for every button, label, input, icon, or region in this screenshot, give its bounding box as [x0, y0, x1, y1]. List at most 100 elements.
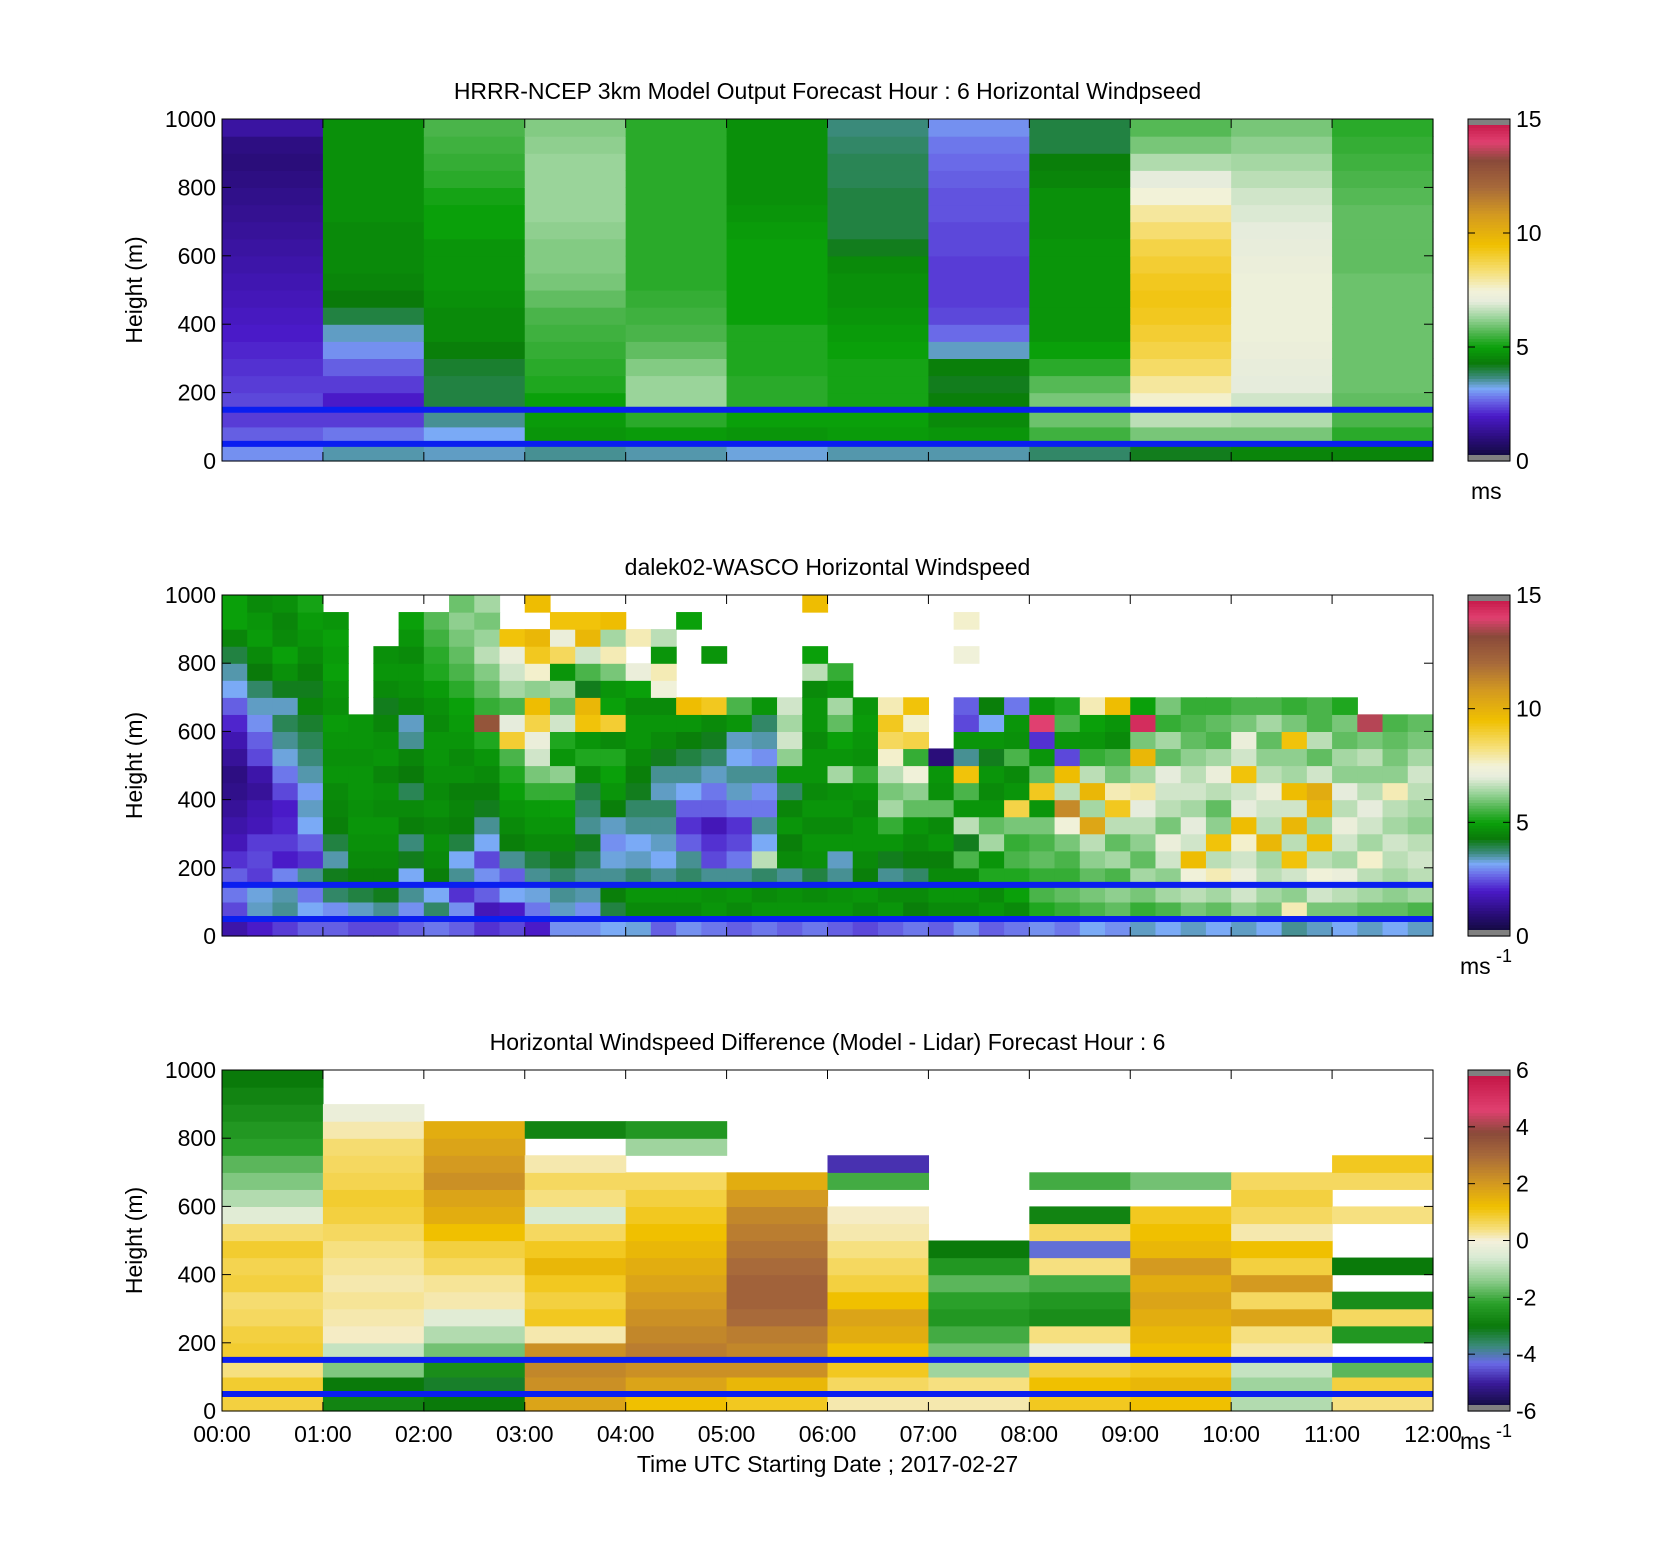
colorbar-tick-label: -4 [1516, 1341, 1537, 1367]
heatmap-cell [827, 1223, 930, 1242]
heatmap-cell [751, 765, 778, 784]
heatmap-cell [928, 782, 955, 801]
colorbar-step [1468, 785, 1510, 789]
colorbar-step [1468, 751, 1510, 755]
heatmap-cell [1306, 782, 1333, 801]
heatmap-cell [1130, 204, 1232, 223]
heatmap-cell [1357, 901, 1384, 920]
heatmap-cell [650, 901, 677, 920]
heatmap-cell [1231, 816, 1257, 835]
heatmap-cell [423, 272, 526, 291]
heatmap-cell [423, 680, 450, 698]
heatmap-cell [1130, 375, 1232, 394]
colorbar-step [1468, 164, 1510, 169]
heatmap-cell [852, 765, 879, 784]
heatmap-cell [978, 765, 1005, 784]
heatmap-cell [726, 782, 753, 801]
heatmap-cell [373, 663, 400, 681]
heatmap-cell [322, 187, 425, 206]
heatmap-cell [524, 850, 551, 869]
colorbar-step [1468, 856, 1510, 860]
heatmap-cell [928, 1325, 1030, 1344]
heatmap-cell [1407, 816, 1434, 835]
heatmap-cell [1130, 918, 1157, 937]
heatmap-cell [423, 392, 526, 411]
heatmap-cell [322, 221, 425, 240]
heatmap-cell [499, 918, 526, 937]
heatmap-cell [1332, 833, 1358, 852]
heatmap-cell [1054, 816, 1081, 835]
heatmap-cell [1130, 697, 1157, 715]
heatmap-cell [827, 1206, 930, 1225]
colorbar-step [1468, 1146, 1510, 1151]
colorbar-step [1468, 882, 1510, 886]
colorbar-step [1468, 1214, 1510, 1219]
colorbar-step [1468, 762, 1510, 767]
heatmap-cell [398, 714, 425, 732]
heatmap-cell [726, 290, 829, 308]
heatmap-cell [222, 307, 324, 325]
heatmap-cell [499, 816, 526, 835]
heatmap-cell [423, 1155, 526, 1173]
colorbar-step [1468, 617, 1510, 622]
colorbar-step [1468, 896, 1510, 900]
heatmap-cell [726, 1359, 829, 1378]
heatmap-cell [852, 918, 879, 937]
colorbar-step [1468, 332, 1510, 337]
heatmap-cell [549, 680, 576, 698]
heatmap-cell [928, 850, 955, 869]
y-tick-label: 1000 [165, 1057, 216, 1083]
heatmap-cell [625, 341, 728, 359]
heatmap-cell [322, 136, 425, 154]
heatmap-cell [373, 799, 400, 818]
colorbar-tick-label: 15 [1516, 582, 1542, 608]
colorbar-step [1468, 364, 1510, 368]
colorbar-step [1468, 1385, 1510, 1389]
heatmap-cell [499, 901, 526, 920]
colorbar-step [1468, 1203, 1510, 1207]
heatmap-cell [1231, 884, 1257, 903]
heatmap-cell [701, 816, 728, 835]
colorbar-step [1468, 1089, 1510, 1094]
heatmap-cell [423, 170, 526, 188]
heatmap-cell [373, 731, 400, 750]
heatmap-cell [1281, 765, 1308, 784]
colorbar-step [1468, 1223, 1510, 1227]
heatmap-cell [222, 1155, 324, 1173]
colorbar-step [1468, 1280, 1510, 1284]
heatmap-cell [222, 850, 248, 869]
colorbar-step [1468, 1166, 1510, 1171]
colorbar-step [1468, 1084, 1510, 1088]
heatmap-cell [247, 833, 274, 852]
heatmap-cell [625, 884, 652, 903]
colorbar-step [1468, 1163, 1510, 1168]
heatmap-cell [1155, 697, 1182, 715]
heatmap-cell [1004, 884, 1030, 903]
colorbar-step [1468, 1118, 1510, 1122]
colorbar-step [1468, 1143, 1510, 1148]
heatmap-cell [726, 119, 829, 137]
heatmap-cell [1332, 1325, 1434, 1344]
heatmap-cell [1231, 290, 1333, 308]
y-tick-label: 400 [178, 1262, 216, 1288]
heatmap-cell [1231, 697, 1257, 715]
heatmap-cell [701, 748, 728, 767]
heatmap-cell [852, 901, 879, 920]
heatmap-cell [1382, 884, 1409, 903]
heatmap-cell [625, 765, 652, 784]
heatmap-cell [1130, 119, 1232, 137]
heatmap-cell [549, 731, 576, 750]
heatmap-cell [650, 850, 677, 869]
heatmap-cell [322, 1376, 425, 1395]
heatmap-cell [600, 731, 627, 750]
heatmap-cell [777, 782, 803, 801]
heatmap-cell [953, 646, 980, 664]
heatmap-cell [676, 748, 702, 767]
heatmap-cell [575, 765, 602, 784]
heatmap-cell [1332, 136, 1434, 154]
colorbar-cap-top [1468, 595, 1510, 601]
heatmap-cell [1231, 426, 1333, 445]
colorbar-step [1468, 728, 1510, 732]
heatmap-cell [1029, 765, 1056, 784]
